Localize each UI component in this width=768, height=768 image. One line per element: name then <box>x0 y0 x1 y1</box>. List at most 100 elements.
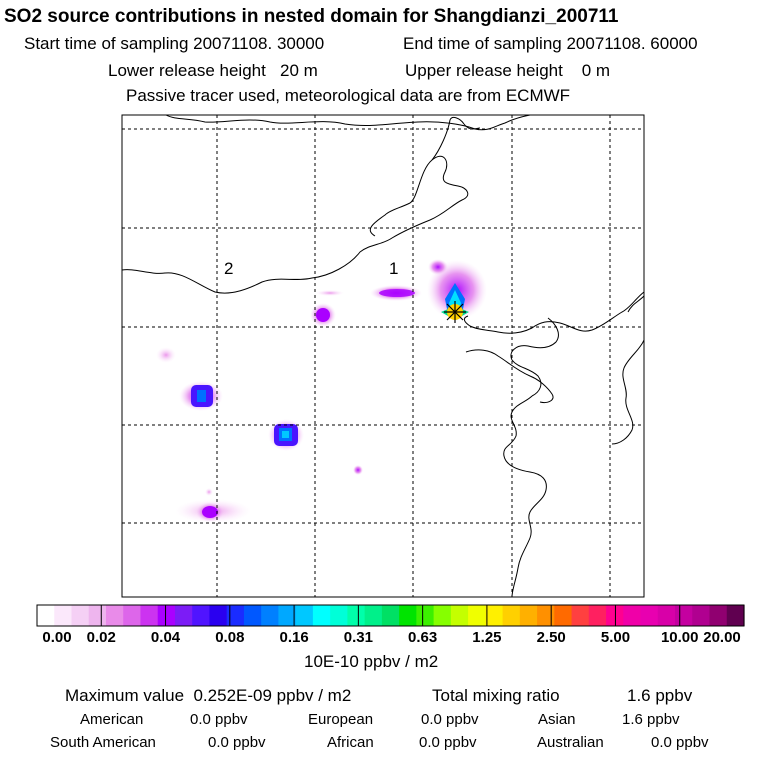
border-line-north <box>165 115 531 131</box>
colorbar-swatch <box>726 605 745 626</box>
colorbar-tick-label: 0.00 <box>42 629 72 646</box>
coastline-korea <box>611 339 644 445</box>
colorbar-swatch <box>71 605 90 626</box>
source-west-of-1-core <box>316 308 330 322</box>
source-small <box>353 465 363 475</box>
total-mixing-ratio-label: Total mixing ratio <box>432 686 560 705</box>
colorbar-swatch <box>140 605 159 626</box>
colorbar-tick-label: 10.00 <box>660 629 699 646</box>
colorbar-swatch <box>174 605 193 626</box>
max-value-label: Maximum value 0.252E-09 ppbv / m2 <box>65 686 352 705</box>
plot-frame <box>121 114 645 598</box>
colorbar-swatch <box>312 605 331 626</box>
region-asian-value: 1.6 ppbv <box>622 711 680 728</box>
colorbar-frame <box>36 604 745 627</box>
colorbar-swatch <box>295 605 314 626</box>
colorbar-swatch <box>364 605 383 626</box>
region-australian-value: 0.0 ppbv <box>651 734 709 751</box>
colorbar-swatch <box>157 605 176 626</box>
colorbar-swatch <box>399 605 417 626</box>
colorbar-swatch <box>123 605 142 626</box>
colorbar <box>37 605 745 626</box>
source-west-central-core <box>197 390 206 402</box>
chart-title: SO2 source contributions in nested domai… <box>4 6 619 27</box>
colorbar-swatch <box>37 605 55 626</box>
colorbar-tick-label: 0.02 <box>86 629 116 646</box>
colorbar-tick-label: 0.31 <box>343 629 373 646</box>
colorbar-swatch <box>554 605 573 626</box>
region-american-name: American <box>80 711 144 728</box>
colorbar-tick-label: 1.25 <box>472 629 502 646</box>
colorbar-swatch <box>88 605 107 626</box>
colorbar-swatch <box>226 605 245 626</box>
end-time-label: End time of sampling 20071108. 60000 <box>403 34 698 53</box>
plume-receptor-top <box>428 259 448 275</box>
colorbar-swatch <box>416 605 435 626</box>
colorbar-swatch <box>261 605 280 626</box>
source-west-1-faint <box>316 290 344 296</box>
region-european-name: European <box>308 711 374 728</box>
colorbar-swatch <box>519 605 538 626</box>
source-south-west-tail <box>205 488 213 496</box>
grid-lines <box>122 115 644 597</box>
region-asian-name: Asian <box>538 711 576 728</box>
colorbar-tick-label: 2.50 <box>536 629 566 646</box>
colorbar-swatch <box>692 605 711 626</box>
colorbar-tick-label: 0.08 <box>215 629 245 646</box>
colorbar-tick-label: 0.16 <box>279 629 309 646</box>
colorbar-tick-label: 20.00 <box>703 629 741 646</box>
colorbar-swatch <box>588 605 607 626</box>
source-south-west-core <box>202 506 218 518</box>
region-south-american-name: South American <box>50 734 156 751</box>
colorbar-swatch <box>192 605 211 626</box>
region-american-value: 0.0 ppbv <box>190 711 248 728</box>
source-far-west <box>156 347 176 363</box>
region-african-value: 0.0 ppbv <box>419 734 477 751</box>
region-european-value: 0.0 ppbv <box>421 711 479 728</box>
colorbar-swatch <box>709 605 728 626</box>
source-central-south-inner <box>282 431 289 438</box>
total-mixing-ratio-value: 1.6 ppbv <box>627 686 693 705</box>
receptor-star-marker <box>444 301 466 323</box>
colorbar-tick-label: 5.00 <box>600 629 631 646</box>
colorbar-swatch <box>209 605 228 626</box>
region-african-name: African <box>327 734 374 751</box>
colorbar-tick-label: 0.63 <box>408 629 438 646</box>
source-near-label-1-core <box>379 289 415 297</box>
lower-release-height-label: Lower release height 20 m <box>108 61 318 80</box>
coastline-island <box>627 295 644 313</box>
colorbar-swatch <box>381 605 400 626</box>
colorbar-swatch <box>640 605 659 626</box>
colorbar-swatch <box>657 605 676 626</box>
region-south-american-value: 0.0 ppbv <box>208 734 266 751</box>
colorbar-swatch <box>571 605 590 626</box>
colorbar-swatch <box>347 605 366 626</box>
tracer-note: Passive tracer used, meteorological data… <box>126 86 571 105</box>
colorbar-swatch <box>468 605 486 626</box>
colorbar-swatch <box>278 605 297 626</box>
colorbar-tick-label: 0.04 <box>150 629 181 646</box>
colorbar-swatch <box>105 605 124 626</box>
colorbar-swatch <box>54 605 73 626</box>
border-line-main <box>122 155 469 294</box>
coastline-peninsula <box>465 349 554 403</box>
colorbar-swatch <box>675 605 693 626</box>
coastline-bay <box>510 317 559 397</box>
colorbar-dividers <box>100 605 681 626</box>
map-label-2: 2 <box>224 259 233 278</box>
upper-release-height-label: Upper release height 0 m <box>405 61 611 80</box>
start-time-label: Start time of sampling 20071108. 30000 <box>24 34 325 53</box>
map-label-1: 1 <box>389 259 398 278</box>
colorbar-swatch <box>330 605 348 626</box>
colorbar-swatch <box>537 605 555 626</box>
region-australian-name: Australian <box>537 734 604 751</box>
colorbar-swatch <box>623 605 642 626</box>
colorbar-swatch <box>243 605 262 626</box>
colorbar-swatch <box>502 605 521 626</box>
plot-area <box>122 115 644 597</box>
colorbar-swatch <box>433 605 452 626</box>
colorbar-units: 10E-10 ppbv / m2 <box>304 652 439 671</box>
colorbar-swatch <box>485 605 504 626</box>
colorbar-swatch <box>450 605 469 626</box>
